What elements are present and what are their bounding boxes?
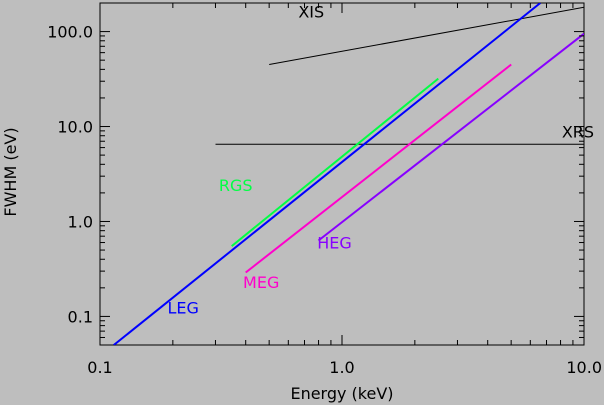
x-tick-label: 1.0 <box>329 358 354 377</box>
series-label-heg: HEG <box>317 233 352 252</box>
series-label-leg: LEG <box>167 299 198 318</box>
series-label-meg: MEG <box>243 273 279 292</box>
series-lines <box>113 3 584 345</box>
plot-border <box>99 2 585 346</box>
y-tick-label: 0.1 <box>68 307 93 326</box>
series-labels: XIS XRS LEG RGS MEG HEG <box>167 3 594 318</box>
series-line-leg <box>113 3 541 345</box>
series-label-xrs: XRS <box>562 122 594 141</box>
x-axis-title: Energy (keV) <box>290 384 393 403</box>
y-tick-label: 100.0 <box>47 23 93 42</box>
axis-ticks: 0.1 1.0 10.0 0.1 1.0 10.0 100.0 <box>47 2 602 377</box>
series-line-meg <box>245 63 512 274</box>
series-line-heg <box>317 32 584 242</box>
plot-frame <box>99 2 585 346</box>
y-tick-label: 1.0 <box>68 212 93 231</box>
y-tick-label: 10.0 <box>57 118 93 137</box>
x-tick-label: 10.0 <box>566 358 602 377</box>
series-label-xis: XIS <box>298 3 324 22</box>
series-label-rgs: RGS <box>219 176 253 195</box>
series-line-xis <box>269 6 584 65</box>
series-line-rgs <box>231 77 439 247</box>
y-axis-title: FWHM (eV) <box>1 127 20 216</box>
x-tick-label: 0.1 <box>87 358 112 377</box>
